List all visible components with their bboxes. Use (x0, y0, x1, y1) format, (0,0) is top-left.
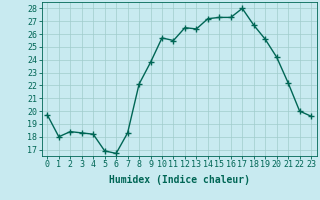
X-axis label: Humidex (Indice chaleur): Humidex (Indice chaleur) (109, 175, 250, 185)
